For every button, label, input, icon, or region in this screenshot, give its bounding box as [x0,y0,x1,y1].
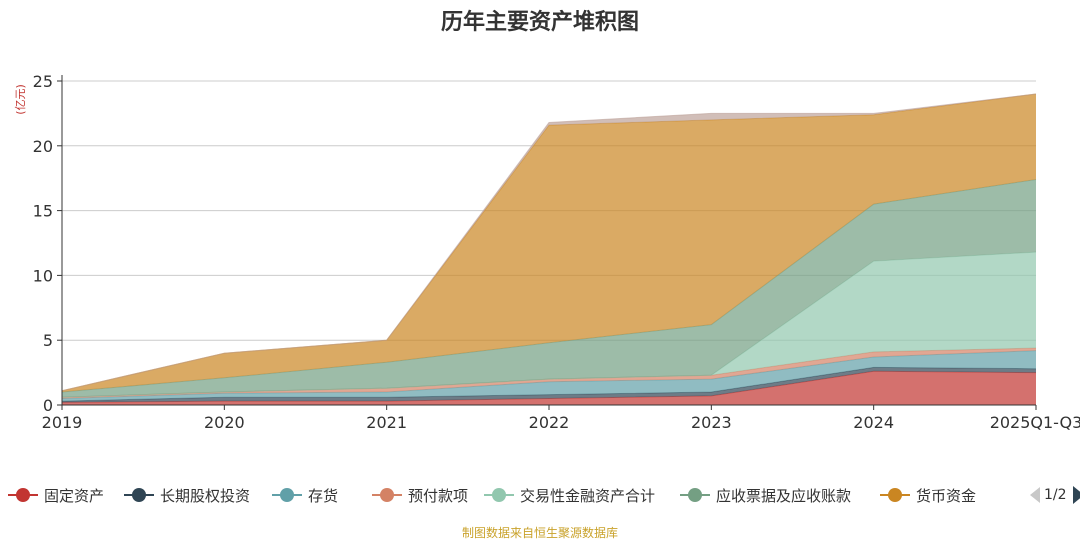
legend-overflow-fade [985,478,1030,508]
x-tick-label: 2023 [691,413,732,432]
x-tick-label: 2025Q1-Q3 [990,413,1080,432]
x-tick-label: 2020 [204,413,245,432]
legend-label: 交易性金融资产合计 [520,486,656,505]
area-series-3 [62,348,1036,399]
y-tick-label: 5 [43,331,53,350]
legend-page-indicator: 1/2 [1044,487,1067,503]
series-line-7 [61,93,1037,392]
legend-swatch-icon [680,488,710,502]
legend-next-page-icon[interactable] [1072,486,1080,504]
area-series-0 [62,371,1036,405]
legend-pager: 1/2 [1030,482,1080,508]
area-series-6 [62,94,1036,392]
x-tick-label: 2021 [366,413,407,432]
legend-item[interactable]: 长期股权投资 [124,482,250,508]
legend-label: 固定资产 [44,486,105,505]
legend-swatch-icon [8,488,38,502]
axes: 0 5 10 15 20 25 (亿元) 2019 2020 2021 2022 2023 2024 20… [14,72,1080,432]
source-note: 制图数据来自恒生聚源数据库 [461,526,618,540]
y-tick-label: 0 [43,396,53,415]
legend-label: 预付款项 [408,486,469,505]
legend-swatch-icon [272,488,302,502]
area-series-2 [62,350,1036,402]
y-axis-unit-label: (亿元) [14,84,27,115]
legend-item[interactable]: 固定资产 [8,482,104,508]
legend-item[interactable]: 预付款项 [372,482,468,508]
legend-prev-page-icon[interactable] [1030,487,1040,503]
y-tick-label: 10 [33,266,53,285]
legend-label: 存货 [308,486,339,505]
legend-swatch-icon [124,488,154,502]
x-tick-label: 2022 [529,413,570,432]
legend-label: 长期股权投资 [160,486,251,505]
legend-label: 货币资金 [916,486,977,505]
legend: 固定资产 长期股权投资 存货 预付款项 交易性金融资产合计 应收票据及应收账款 货币资金 [0,482,1080,508]
area-series-5 [62,179,1036,398]
legend-swatch-icon [880,488,910,502]
legend-label: 应收票据及应收账款 [716,486,852,505]
y-tick-label: 20 [33,137,53,156]
x-tick-label: 2019 [42,413,83,432]
y-tick-label: 15 [33,202,53,221]
x-tick-label: 2024 [853,413,894,432]
area-series-4 [62,252,1036,398]
legend-item[interactable]: 应收票据及应收账款 [680,482,851,508]
legend-swatch-icon [484,488,514,502]
area-series [61,93,1037,405]
legend-item[interactable]: 存货 [272,482,338,508]
legend-swatch-icon [372,488,402,502]
chart-title: 历年主要资产堆积图 [440,10,639,35]
y-tick-label: 25 [33,72,53,91]
legend-item[interactable]: 交易性金融资产合计 [484,482,655,508]
legend-item[interactable]: 货币资金 [880,482,976,508]
